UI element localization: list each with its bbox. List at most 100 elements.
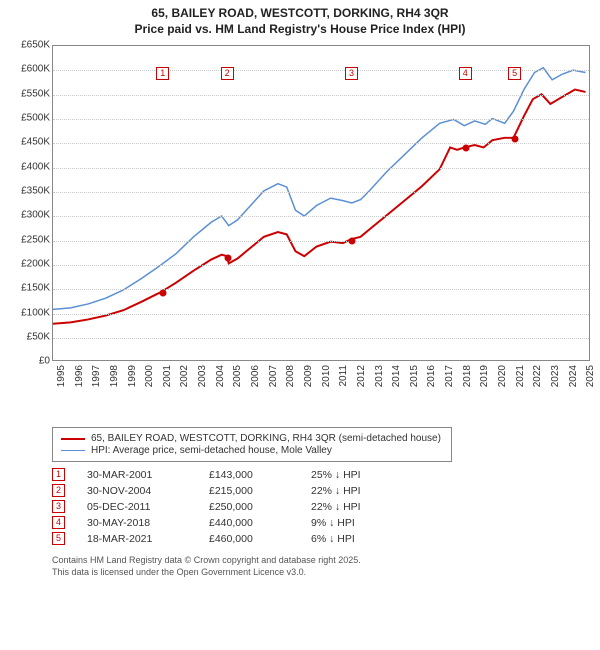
x-axis-label: 2007	[268, 365, 279, 387]
transaction-dot	[224, 254, 231, 261]
x-axis-label: 2010	[321, 365, 332, 387]
transaction-dot	[348, 237, 355, 244]
transaction-row: 2 30-NOV-2004 £215,000 22% ↓ HPI	[52, 484, 594, 497]
x-axis-label: 2025	[585, 365, 596, 387]
x-axis-label: 2018	[462, 365, 473, 387]
row-diff: 9% ↓ HPI	[311, 517, 401, 529]
transactions-table: 130-MAR-2001£143,00025% ↓ HPI230-NOV-200…	[52, 468, 594, 545]
transaction-dot	[462, 145, 469, 152]
chart-title: 65, BAILEY ROAD, WESTCOTT, DORKING, RH4 …	[6, 6, 594, 37]
marker-3: 3	[345, 67, 358, 80]
row-price: £215,000	[209, 485, 289, 497]
gridline	[53, 289, 589, 290]
plot-area	[52, 45, 590, 361]
x-axis-label: 2008	[285, 365, 296, 387]
marker-1: 1	[156, 67, 169, 80]
row-date: 30-NOV-2004	[87, 485, 187, 497]
marker-4: 4	[459, 67, 472, 80]
x-axis-label: 2002	[179, 365, 190, 387]
y-axis-label: £0	[6, 356, 50, 367]
x-axis-label: 2000	[144, 365, 155, 387]
y-axis-label: £650K	[6, 40, 50, 51]
x-axis-label: 2003	[197, 365, 208, 387]
chart-container: 65, BAILEY ROAD, WESTCOTT, DORKING, RH4 …	[0, 0, 600, 585]
series-hpi	[53, 68, 586, 310]
row-price: £250,000	[209, 501, 289, 513]
gridline	[53, 143, 589, 144]
row-marker: 1	[52, 468, 65, 481]
legend-swatch-hpi	[61, 450, 85, 452]
y-axis-label: £500K	[6, 113, 50, 124]
legend-item-hpi: HPI: Average price, semi-detached house,…	[61, 445, 443, 456]
x-axis-label: 2009	[303, 365, 314, 387]
legend-label-hpi: HPI: Average price, semi-detached house,…	[91, 445, 332, 456]
x-axis-label: 1998	[109, 365, 120, 387]
row-diff: 25% ↓ HPI	[311, 469, 401, 481]
y-axis-label: £150K	[6, 283, 50, 294]
y-axis-label: £50K	[6, 331, 50, 342]
footer-attribution: Contains HM Land Registry data © Crown c…	[52, 555, 594, 578]
row-marker: 2	[52, 484, 65, 497]
x-axis-label: 2014	[391, 365, 402, 387]
legend-item-price: 65, BAILEY ROAD, WESTCOTT, DORKING, RH4 …	[61, 433, 443, 444]
gridline	[53, 168, 589, 169]
gridline	[53, 241, 589, 242]
legend: 65, BAILEY ROAD, WESTCOTT, DORKING, RH4 …	[52, 427, 452, 462]
y-axis-label: £300K	[6, 210, 50, 221]
row-price: £440,000	[209, 517, 289, 529]
y-axis-label: £450K	[6, 137, 50, 148]
marker-2: 2	[221, 67, 234, 80]
x-axis-label: 2011	[338, 365, 349, 387]
x-axis-label: 2015	[409, 365, 420, 387]
row-date: 18-MAR-2021	[87, 533, 187, 545]
transaction-row: 3 05-DEC-2011 £250,000 22% ↓ HPI	[52, 500, 594, 513]
marker-5: 5	[508, 67, 521, 80]
gridline	[53, 119, 589, 120]
x-axis-label: 1996	[74, 365, 85, 387]
x-axis-label: 2022	[532, 365, 543, 387]
y-axis-label: £250K	[6, 234, 50, 245]
x-axis-label: 1995	[56, 365, 67, 387]
x-axis-label: 2006	[250, 365, 261, 387]
gridline	[53, 265, 589, 266]
legend-swatch-price	[61, 438, 85, 440]
x-axis-label: 2017	[444, 365, 455, 387]
gridline	[53, 192, 589, 193]
footer-line-1: Contains HM Land Registry data © Crown c…	[52, 555, 594, 567]
y-axis-label: £400K	[6, 161, 50, 172]
legend-label-price: 65, BAILEY ROAD, WESTCOTT, DORKING, RH4 …	[91, 433, 441, 444]
chart-area: £0£50K£100K£150K£200K£250K£300K£350K£400…	[6, 41, 594, 421]
title-line-1: 65, BAILEY ROAD, WESTCOTT, DORKING, RH4 …	[6, 6, 594, 22]
y-axis-label: £600K	[6, 64, 50, 75]
transaction-row: 5 18-MAR-2021 £460,000 6% ↓ HPI	[52, 532, 594, 545]
x-axis-label: 2016	[426, 365, 437, 387]
row-date: 30-MAR-2001	[87, 469, 187, 481]
row-diff: 6% ↓ HPI	[311, 533, 401, 545]
row-diff: 22% ↓ HPI	[311, 501, 401, 513]
row-marker: 4	[52, 516, 65, 529]
gridline	[53, 338, 589, 339]
y-axis-label: £100K	[6, 307, 50, 318]
x-axis-label: 2012	[356, 365, 367, 387]
row-date: 05-DEC-2011	[87, 501, 187, 513]
y-axis-label: £200K	[6, 258, 50, 269]
x-axis-label: 2020	[497, 365, 508, 387]
y-axis-label: £550K	[6, 88, 50, 99]
x-axis-label: 1997	[91, 365, 102, 387]
x-axis-label: 2024	[568, 365, 579, 387]
x-axis-label: 2005	[232, 365, 243, 387]
row-marker: 3	[52, 500, 65, 513]
title-line-2: Price paid vs. HM Land Registry's House …	[6, 22, 594, 38]
row-diff: 22% ↓ HPI	[311, 485, 401, 497]
transaction-row: 130-MAR-2001£143,00025% ↓ HPI	[52, 468, 594, 481]
transaction-dot	[512, 135, 519, 142]
gridline	[53, 95, 589, 96]
gridline	[53, 216, 589, 217]
x-axis-label: 1999	[127, 365, 138, 387]
row-date: 30-MAY-2018	[87, 517, 187, 529]
x-axis-label: 2019	[479, 365, 490, 387]
row-marker: 5	[52, 532, 65, 545]
row-price: £460,000	[209, 533, 289, 545]
x-axis-label: 2023	[550, 365, 561, 387]
x-axis-label: 2021	[515, 365, 526, 387]
